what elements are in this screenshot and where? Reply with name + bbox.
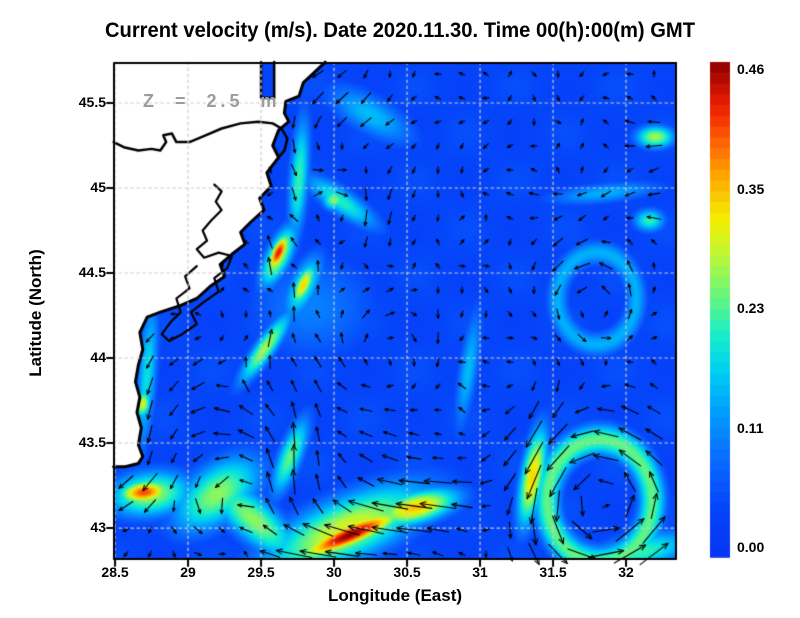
y-tick-label-45.5: 45.5 — [78, 93, 106, 110]
x-tick-label-30: 30 — [326, 564, 342, 580]
x-tick-label-29: 29 — [180, 564, 196, 580]
x-tick-label-32: 32 — [618, 564, 634, 580]
colorbar-label-0.11: 0.11 — [737, 419, 764, 436]
colorbar-label-0.23: 0.23 — [737, 300, 765, 316]
colorbar-label-0.00: 0.00 — [737, 539, 765, 555]
y-axis-title: Latitude (North) — [26, 249, 45, 377]
y-tick-label-44.5: 44.5 — [78, 263, 106, 280]
colorbar-label-0.35: 0.35 — [737, 180, 765, 197]
chart-title: Current velocity (m/s). Date 2020.11.30.… — [104, 19, 696, 42]
x-axis-title: Longitude (East) — [327, 586, 463, 605]
depth-label: Z = 2.5 m — [143, 91, 281, 111]
x-tick-label-30.5: 30.5 — [393, 564, 421, 580]
y-tick-label-44: 44 — [90, 349, 106, 365]
y-tick-label-45: 45 — [90, 178, 106, 195]
x-tick-label-31.5: 31.5 — [539, 564, 567, 580]
y-tick-label-43.5: 43.5 — [78, 434, 106, 451]
colorbar-label-0.46: 0.46 — [737, 61, 765, 77]
x-tick-label-29.5: 29.5 — [247, 564, 275, 580]
x-tick-label-31: 31 — [472, 564, 488, 580]
x-tick-label-28.5: 28.5 — [101, 564, 129, 580]
y-tick-label-43: 43 — [90, 519, 106, 536]
